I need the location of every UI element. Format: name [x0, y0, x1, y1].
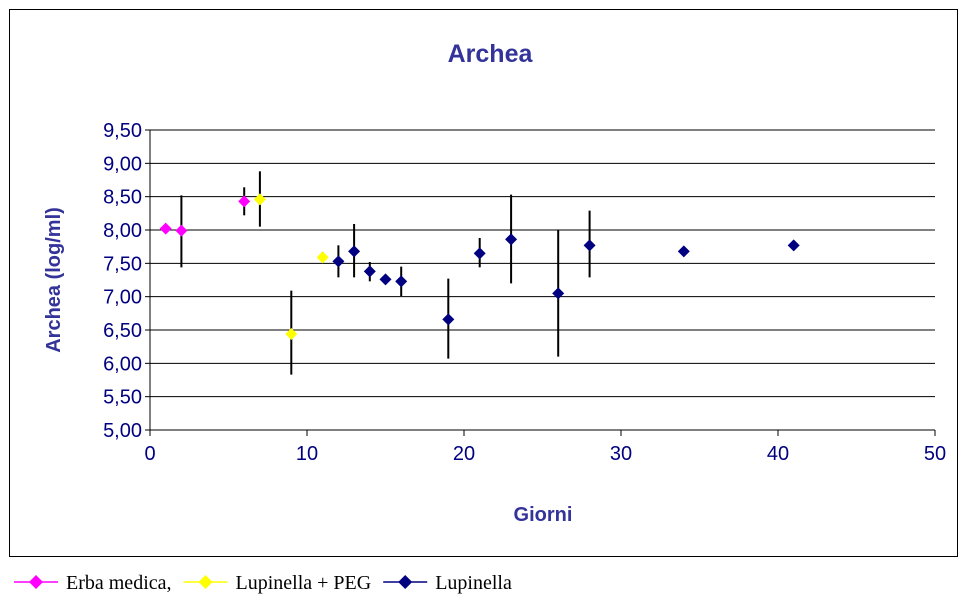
data-point [505, 233, 518, 246]
data-point [175, 224, 188, 237]
legend-marker [398, 575, 413, 589]
x-tick-label: 20 [453, 443, 475, 465]
data-points [159, 193, 800, 340]
data-point [677, 245, 690, 258]
x-tick-labels: 0 10 20 30 40 50 [144, 443, 946, 465]
x-axis-label: Giorni [514, 504, 573, 526]
data-point [332, 255, 345, 268]
legend-label: Erba medica, [66, 572, 172, 594]
data-point [583, 239, 596, 252]
y-tick-label: 8,00 [103, 220, 142, 242]
x-tick-label: 30 [610, 443, 632, 465]
data-point [787, 239, 800, 252]
x-tick-label: 40 [767, 443, 789, 465]
x-tick-label: 10 [296, 443, 318, 465]
chart-border [9, 9, 958, 557]
chart-title: Archea [448, 40, 534, 68]
data-point [253, 193, 266, 206]
data-point [159, 222, 172, 235]
y-tick-label: 5,00 [103, 420, 142, 442]
data-point [473, 247, 486, 260]
y-tick-label: 6,00 [103, 353, 142, 375]
y-tick-label: 9,50 [103, 120, 142, 142]
legend-marker [29, 575, 43, 589]
x-tick-label: 50 [924, 443, 946, 465]
data-point [442, 313, 455, 326]
y-tick-label: 7,00 [103, 287, 142, 309]
legend: Erba medica, Lupinella + PEG Lupinella [14, 572, 512, 594]
data-point [238, 195, 251, 208]
legend-label: Lupinella + PEG [236, 572, 372, 594]
axes [145, 129, 936, 436]
y-tick-labels: 5,00 5,50 6,00 6,50 7,00 7,50 8,00 8,50 9,00 9,50 [103, 120, 142, 442]
y-axis-label: Archea (log/ml) [43, 207, 65, 353]
data-point [316, 251, 329, 264]
y-tick-label: 8,50 [103, 187, 142, 209]
y-tick-label: 7,50 [103, 253, 142, 275]
data-point [285, 328, 298, 340]
data-point [379, 273, 392, 286]
data-point [363, 265, 376, 278]
y-tick-label: 9,00 [103, 153, 142, 175]
x-tick-label: 0 [144, 443, 155, 465]
data-point [395, 275, 408, 288]
data-point [552, 287, 565, 300]
y-tick-label: 5,50 [103, 387, 142, 409]
legend-label: Lupinella [435, 572, 512, 594]
legend-marker [198, 575, 213, 589]
y-tick-label: 6,50 [103, 320, 142, 342]
data-point [348, 245, 361, 258]
gridlines [150, 129, 935, 398]
